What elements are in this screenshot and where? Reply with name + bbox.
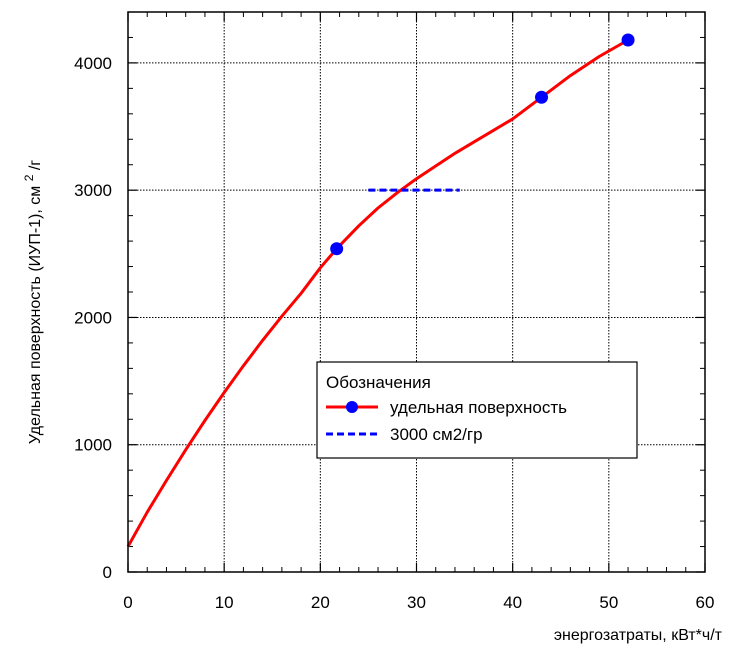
x-tick-label: 30 [407,593,426,612]
x-axis-title: энергозатраты, кВт*ч/т [554,627,723,644]
x-tick-label: 20 [311,593,330,612]
y-tick-label: 4000 [74,54,112,73]
tick-labels: 0 10 20 30 40 50 60 0 1000 2000 3000 4000 [74,54,714,612]
legend-title: Обозначения [326,373,431,392]
legend-label-surface: удельная поверхность [390,398,567,417]
series-surface-point [621,33,635,47]
series-surface-point [330,242,344,256]
marker-layer [330,33,635,256]
x-tick-label: 50 [599,593,618,612]
y-axis-title-superscript: 2 [22,174,36,181]
x-tick-label: 10 [215,593,234,612]
axis-ticks [127,11,706,573]
x-tick-label: 60 [696,593,715,612]
y-axis-title-main: Удельная поверхность (ИУП-1), см [27,186,44,444]
y-axis-title: Удельная поверхность (ИУП-1), см 2 /г [20,160,44,444]
x-tick-label: 40 [503,593,522,612]
y-tick-label: 0 [103,563,112,582]
series-surface-line [126,38,629,548]
y-axis-title-suffix: /г [27,160,44,170]
grid [128,12,705,572]
legend-box [316,361,638,459]
legend: Обозначения удельная поверхность 3000 см… [316,361,638,459]
series-layer [126,38,629,548]
y-tick-label: 2000 [74,308,112,327]
plot-frame [127,11,706,573]
legend-label-3000: 3000 см2/гр [390,425,483,444]
series-surface-point [535,90,549,104]
y-tick-label: 1000 [74,436,112,455]
y-tick-label: 3000 [74,181,112,200]
x-tick-label: 0 [123,593,132,612]
legend-marker-surface [346,401,358,413]
